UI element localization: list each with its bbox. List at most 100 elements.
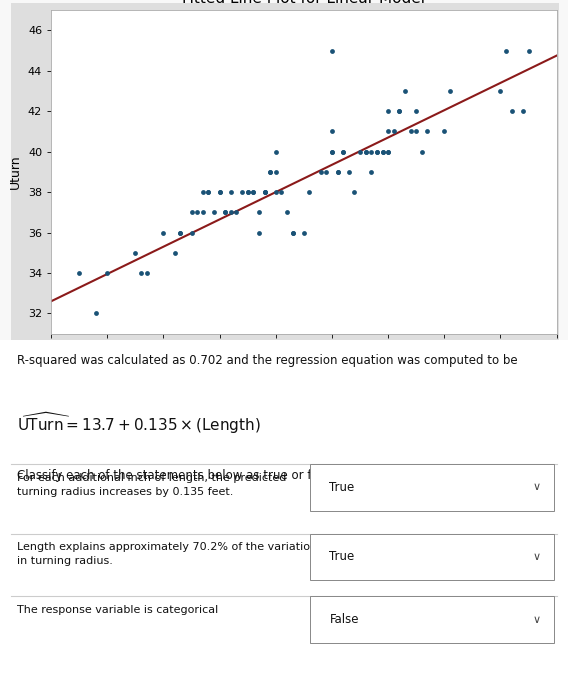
Text: Classify each of the statements below as true or false:: Classify each of the statements below as… xyxy=(17,469,340,482)
Point xyxy=(221,207,230,218)
Text: True: True xyxy=(329,481,354,494)
Text: True: True xyxy=(329,550,354,563)
Point xyxy=(383,126,392,137)
Point xyxy=(210,207,219,218)
Text: Length explains approximately 70.2% of the variation
in turning radius.: Length explains approximately 70.2% of t… xyxy=(17,542,317,566)
Point xyxy=(103,268,112,278)
Point xyxy=(333,166,342,177)
Point xyxy=(243,187,252,197)
Point xyxy=(74,268,83,278)
Point xyxy=(198,187,207,197)
Point xyxy=(412,126,421,137)
Point xyxy=(327,146,336,157)
Text: ∨: ∨ xyxy=(533,483,541,493)
Text: ∨: ∨ xyxy=(533,615,541,625)
FancyBboxPatch shape xyxy=(310,596,554,642)
Point xyxy=(383,146,392,157)
Point xyxy=(502,45,511,56)
Point xyxy=(187,207,196,218)
Point xyxy=(383,146,392,157)
Point xyxy=(383,106,392,117)
Point xyxy=(367,146,376,157)
Point xyxy=(260,187,269,197)
Point xyxy=(507,106,516,117)
Title: Fitted Line Plot for Linear Model: Fitted Line Plot for Linear Model xyxy=(182,0,425,6)
Point xyxy=(400,86,410,96)
Point xyxy=(445,86,454,96)
Point xyxy=(226,207,235,218)
Point xyxy=(288,227,297,238)
Point xyxy=(395,106,404,117)
Point xyxy=(389,126,398,137)
Point xyxy=(176,227,185,238)
Point xyxy=(193,207,202,218)
Text: The response variable is categorical: The response variable is categorical xyxy=(17,605,218,615)
Point xyxy=(170,247,179,258)
Point xyxy=(299,227,308,238)
Point xyxy=(412,106,421,117)
Text: ∨: ∨ xyxy=(533,552,541,561)
Point xyxy=(272,187,281,197)
Point xyxy=(327,126,336,137)
Point xyxy=(423,126,432,137)
Y-axis label: Uturn: Uturn xyxy=(9,154,22,189)
Point xyxy=(91,308,101,319)
Point xyxy=(176,227,185,238)
Point xyxy=(249,187,258,197)
Point xyxy=(159,227,168,238)
Point xyxy=(322,166,331,177)
Text: R-squared was calculated as 0.702 and the regression equation was computed to be: R-squared was calculated as 0.702 and th… xyxy=(17,354,517,367)
Point xyxy=(136,268,145,278)
Text: False: False xyxy=(329,613,359,626)
Point xyxy=(333,166,342,177)
Point xyxy=(221,207,230,218)
Point xyxy=(204,187,213,197)
Point xyxy=(272,146,281,157)
Point xyxy=(350,187,359,197)
Point xyxy=(266,166,275,177)
Point xyxy=(215,187,224,197)
Point xyxy=(395,106,404,117)
Point xyxy=(361,146,370,157)
Point xyxy=(356,146,365,157)
Point xyxy=(260,187,269,197)
Point xyxy=(260,187,269,197)
Point xyxy=(339,146,348,157)
Point xyxy=(327,45,336,56)
Point xyxy=(131,247,140,258)
Point xyxy=(519,106,528,117)
Point xyxy=(254,227,264,238)
Point xyxy=(367,166,376,177)
Point xyxy=(142,268,151,278)
Text: For each additional inch of length, the predicted
turning radius increases by 0.: For each additional inch of length, the … xyxy=(17,472,286,497)
Point xyxy=(243,187,252,197)
Point xyxy=(344,166,353,177)
Point xyxy=(373,146,382,157)
Point xyxy=(198,207,207,218)
Point xyxy=(226,187,235,197)
Point xyxy=(249,187,258,197)
Point xyxy=(327,146,336,157)
X-axis label: Length: Length xyxy=(282,357,325,370)
Point xyxy=(316,166,325,177)
Point xyxy=(237,187,247,197)
Point xyxy=(254,207,264,218)
Point xyxy=(339,146,348,157)
Point xyxy=(524,45,533,56)
Point xyxy=(277,187,286,197)
Point xyxy=(378,146,387,157)
Point xyxy=(232,207,241,218)
Point xyxy=(361,146,370,157)
Point xyxy=(187,227,196,238)
Point xyxy=(204,187,213,197)
Point xyxy=(272,166,281,177)
Point xyxy=(496,86,505,96)
Point xyxy=(378,146,387,157)
FancyBboxPatch shape xyxy=(310,534,554,580)
FancyBboxPatch shape xyxy=(310,464,554,510)
Point xyxy=(373,146,382,157)
Point xyxy=(417,146,427,157)
Point xyxy=(305,187,314,197)
Point xyxy=(266,166,275,177)
Text: $\widehat{\mathrm{UTurn}}$$ = 13.7 + 0.135 \times \mathrm{(Length)}$: $\widehat{\mathrm{UTurn}}$$ = 13.7 + 0.1… xyxy=(17,410,261,435)
